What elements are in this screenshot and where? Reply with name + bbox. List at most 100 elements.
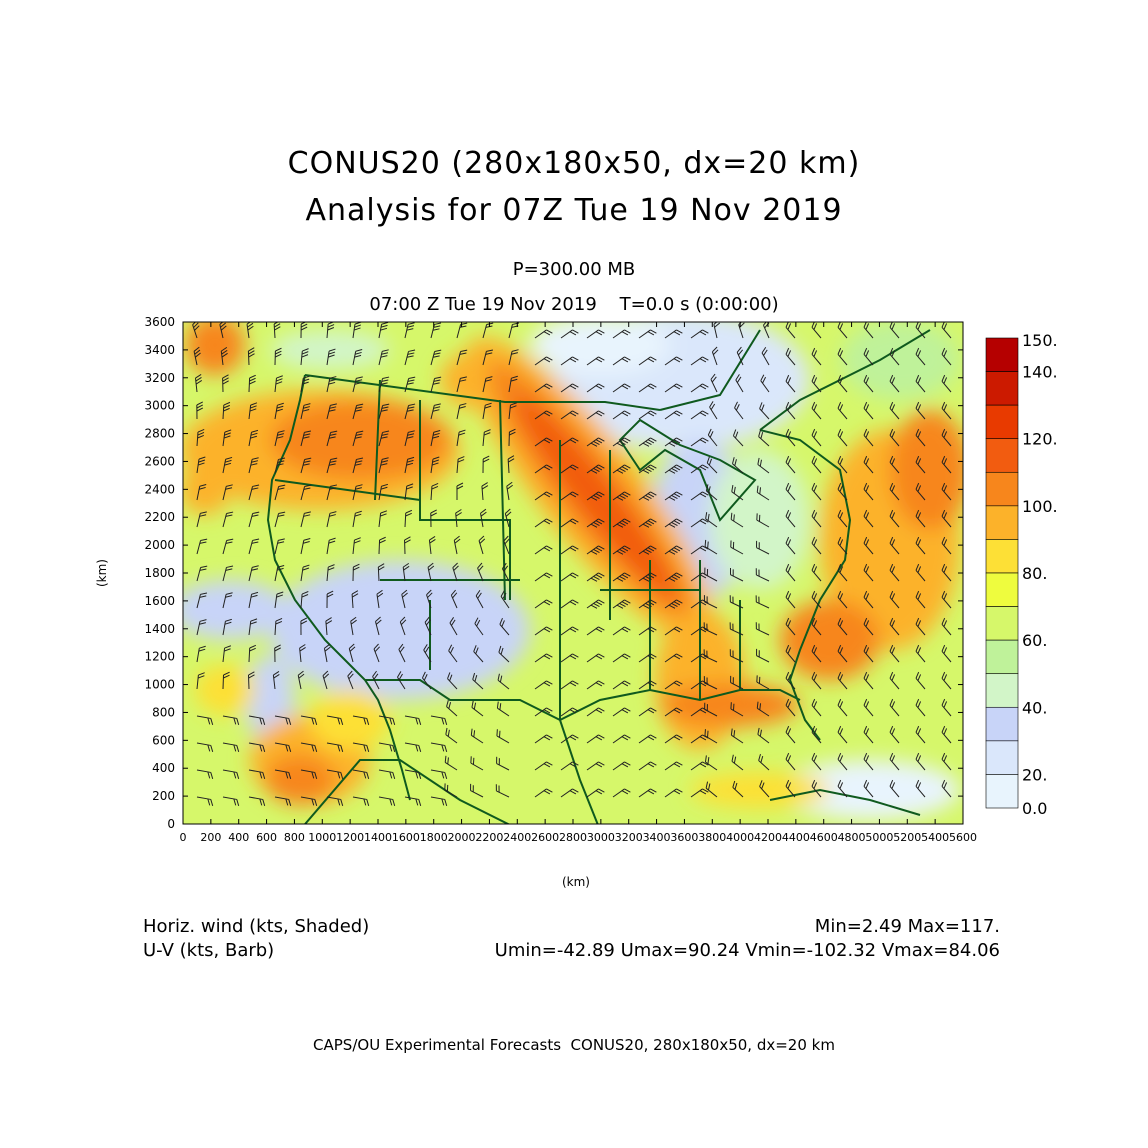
x-tick-label: 400 [228,831,249,844]
wind-barb [586,437,605,447]
wind-barb [785,536,796,555]
wind-barb [326,484,338,501]
wind-barb [495,784,510,798]
wind-barb [863,590,874,609]
colorbar-swatch [985,572,1019,607]
wind-barb [470,728,484,744]
wind-barb [612,626,631,636]
x-tick-label: 4400 [782,831,810,844]
wind-barb [941,455,952,474]
wind-barb [638,437,657,447]
wind-barb [496,756,510,771]
colorbar-label: 150. [1022,331,1058,350]
wind-barb [534,761,553,771]
legend-barb: U-V (kts, Barb) [143,940,275,961]
wind-barb [248,644,257,663]
wind-barb [837,617,848,636]
wind-barb [736,346,744,366]
wind-barb [430,742,448,753]
wind-barb [430,376,442,393]
wind-barb [638,545,657,555]
wind-barb [378,769,396,780]
wind-barb [586,653,605,663]
wind-barb [222,374,229,393]
wind-barb [534,464,553,474]
wind-barb [664,329,683,339]
wind-barb [222,796,240,807]
wind-barb [612,761,631,771]
wind-barb [534,572,553,582]
y-tick-label: 800 [152,705,175,719]
wind-barb [423,644,432,663]
wind-barb [404,403,416,420]
wind-barb [664,680,683,690]
x-tick-label: 1800 [420,831,448,844]
wind-barb [863,644,874,663]
wind-barb [534,626,553,636]
wind-barb [811,455,822,474]
wind-barb [705,484,718,501]
wind-barb [734,401,744,420]
wind-barb [941,590,952,609]
y-axis-label: (km) [95,559,109,587]
wind-barb [247,671,255,690]
wind-barb [915,347,926,366]
wind-barb [785,752,796,771]
wind-barb [300,617,308,636]
wind-barb [664,761,683,771]
wind-barb [300,769,318,780]
wind-barb [404,742,422,753]
wind-barb [300,591,309,609]
wind-barb [326,403,337,420]
legend-shaded: Horiz. wind (kts, Shaded) [143,916,370,937]
wind-barb [705,512,718,528]
wind-barb [326,742,344,753]
wind-barb [889,644,900,663]
x-tick-label: 3800 [698,831,726,844]
wind-barb [915,428,926,447]
wind-barb [941,725,952,744]
wind-barb [586,707,605,717]
wind-barb [196,429,205,447]
wind-barb [638,599,657,609]
wind-barb [759,780,770,798]
wind-barb [612,707,631,717]
wind-barb [560,680,579,690]
wind-barb [612,491,631,501]
wind-barb [863,536,874,555]
wind-barb [941,698,952,717]
x-tick-label: 1200 [336,831,364,844]
wind-barb [915,482,926,501]
wind-barb [478,535,486,555]
wind-barb [196,484,207,501]
wind-barb [863,374,874,393]
wind-barb [941,509,952,528]
x-tick-label: 4200 [754,831,782,844]
wind-barb [482,429,491,447]
wind-barb [426,589,433,609]
wind-barb [730,540,744,555]
x-tick-label: 2600 [531,831,559,844]
wind-barb [837,779,848,798]
west-coast [266,374,411,801]
wind-barb [472,672,484,690]
wind-barb [560,410,579,420]
wind-barb [760,374,770,393]
wind-barb [482,455,490,474]
colorbar-label: 0.0 [1022,799,1047,818]
wind-barbs [192,322,952,807]
wind-barb [534,491,553,501]
min-max: Min=2.49 Max=117. [814,916,1000,937]
wind-barb [664,788,683,798]
pressure-level: P=300.00 MB [512,259,636,280]
wind-barb [586,356,605,366]
wind-barb [274,591,284,609]
wind-barb [470,783,484,798]
wind-barb [300,457,312,474]
wind-barb [785,347,796,366]
wind-barb [508,349,519,366]
wind-barb [612,518,631,528]
wind-barb [612,545,631,555]
wind-barb [299,644,306,663]
